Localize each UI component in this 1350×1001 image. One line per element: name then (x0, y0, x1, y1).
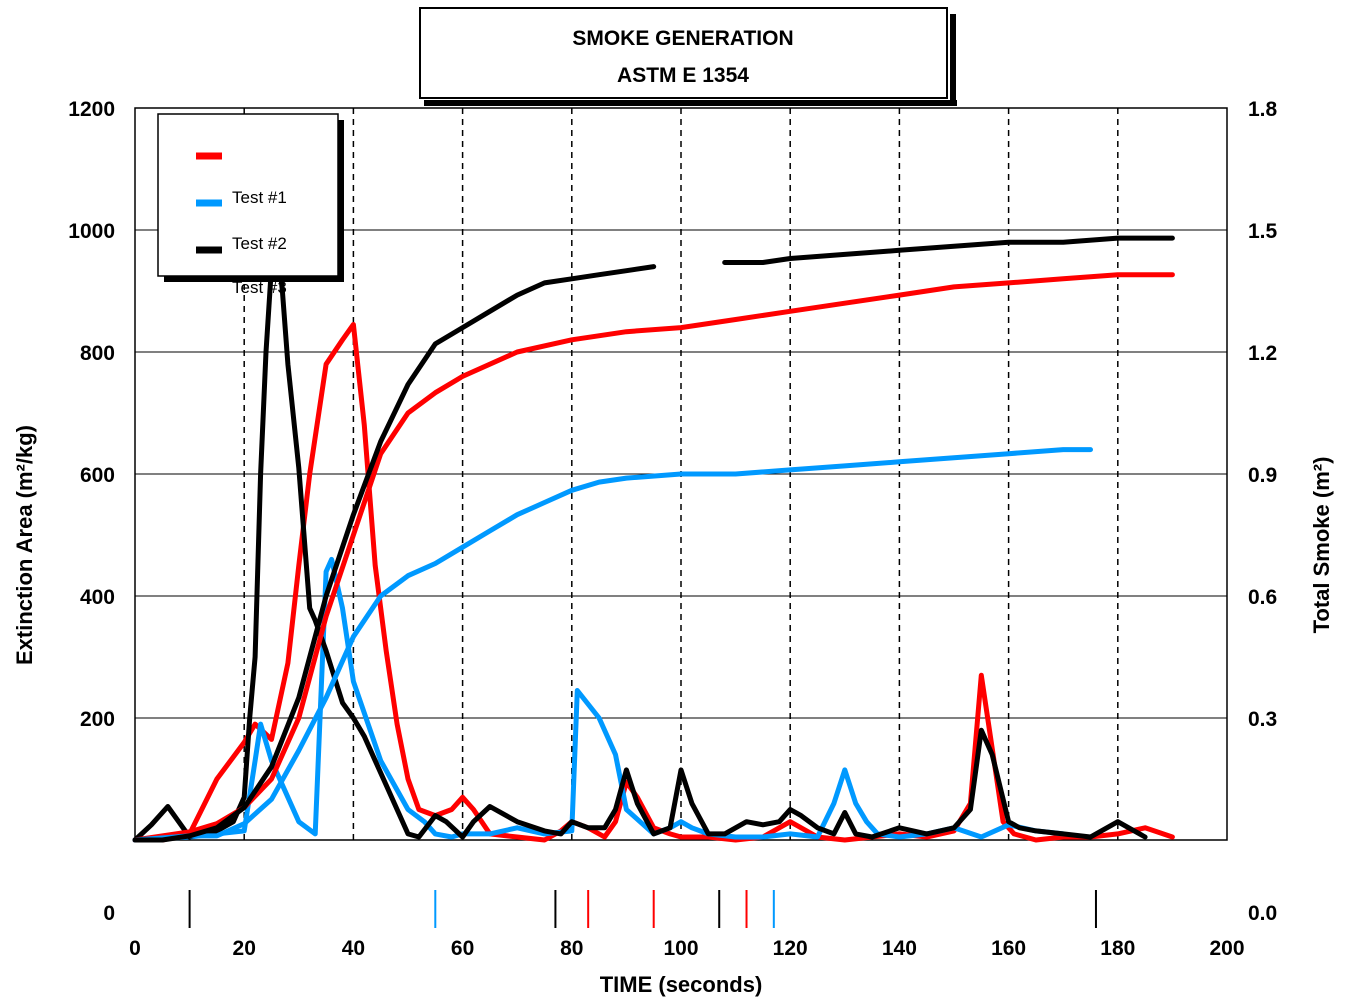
chart-title-line-1: SMOKE GENERATION (572, 27, 793, 50)
series-line-6 (722, 235, 1175, 265)
series-layer (132, 235, 1175, 928)
series-line-2 (132, 239, 1148, 843)
right-y-axis-label: Total Smoke (m²) (1309, 457, 1334, 634)
legend-label-test3: Test #3 (232, 278, 287, 297)
chart-title-line-2: ASTM E 1354 (617, 64, 749, 87)
left-y-tick-label: 1200 (68, 98, 115, 121)
x-tick-label: 80 (560, 937, 583, 960)
x-tick-label: 100 (663, 937, 698, 960)
chart-title-box: SMOKE GENERATION ASTM E 1354 (419, 7, 957, 106)
x-tick-label: 40 (342, 937, 365, 960)
left-y-tick-label: 0 (103, 902, 115, 925)
x-tick-label: 140 (882, 937, 917, 960)
x-tick-label: 160 (991, 937, 1026, 960)
legend-label-test1: Test #1 (232, 188, 287, 207)
right-y-tick-label: 1.5 (1248, 220, 1278, 243)
axis-ticks: 0 20 40 60 80 100 120 140 160 180 200 0 200 400 600 800… (68, 98, 1277, 960)
x-tick-label: 180 (1100, 937, 1135, 960)
right-y-tick-label: 0.6 (1248, 586, 1277, 609)
series-line-4 (132, 447, 1093, 843)
x-tick-label: 0 (129, 937, 141, 960)
legend: Test #1 Test #2 Test #3 (157, 113, 344, 297)
left-y-tick-label: 400 (80, 586, 115, 609)
x-tick-label: 60 (451, 937, 474, 960)
legend-label-test2: Test #2 (232, 234, 287, 253)
left-y-tick-label: 1000 (68, 220, 115, 243)
right-y-tick-label: 0.3 (1248, 708, 1277, 731)
grid (135, 108, 1227, 840)
left-y-tick-label: 800 (80, 342, 115, 365)
x-tick-label: 20 (233, 937, 256, 960)
x-tick-label: 120 (773, 937, 808, 960)
left-y-axis-label: Extinction Area (m²/kg) (12, 425, 37, 665)
right-y-tick-label: 1.8 (1248, 98, 1278, 121)
series-line-3 (132, 272, 1175, 843)
series-line-5 (132, 264, 657, 843)
left-y-tick-label: 600 (80, 464, 115, 487)
right-y-tick-label: 1.2 (1248, 342, 1277, 365)
series-line-1 (132, 556, 1066, 843)
x-axis-label: TIME (seconds) (600, 972, 763, 997)
right-y-tick-label: 0.9 (1248, 464, 1277, 487)
left-y-tick-label: 200 (80, 708, 115, 731)
right-y-tick-label: 0.0 (1248, 902, 1277, 925)
x-tick-label: 200 (1209, 937, 1244, 960)
